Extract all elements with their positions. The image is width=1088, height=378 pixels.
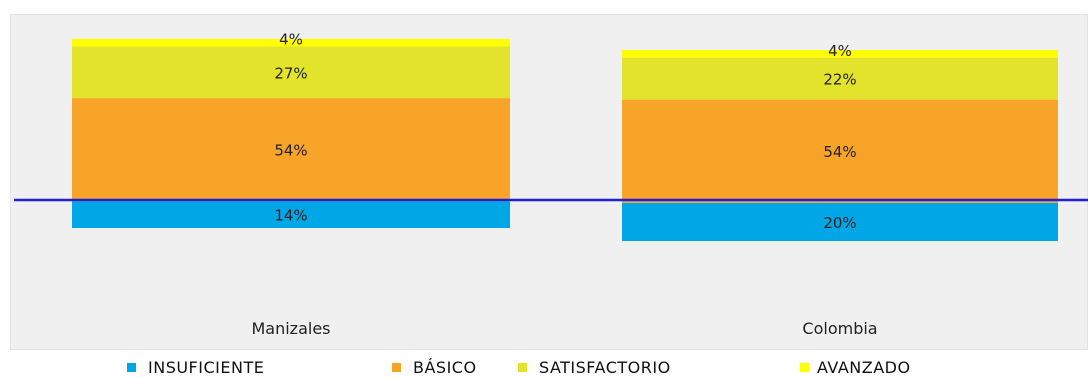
bar-manizales-avanzado — [72, 38, 510, 47]
legend-label-basico: BÁSICO — [413, 357, 477, 377]
data-label-manizales-insuficiente: 14% — [274, 207, 307, 225]
legend: INSUFICIENTE BÁSICO SATISFACTORIO AVANZA… — [0, 356, 1088, 378]
legend-swatch-insuficiente — [127, 362, 136, 372]
legend-item-avanzado: AVANZADO — [800, 356, 911, 378]
legend-item-insuficiente: INSUFICIENTE — [127, 356, 264, 378]
bar-manizales-basico — [72, 98, 510, 202]
data-label-colombia-insuficiente: 20% — [823, 214, 856, 232]
bar-colombia-satisfactorio — [622, 57, 1058, 100]
bar-manizales-satisfactorio — [72, 46, 510, 99]
data-label-colombia-basico: 54% — [823, 143, 856, 161]
legend-label-avanzado: AVANZADO — [817, 357, 911, 377]
data-label-manizales-basico: 54% — [274, 142, 307, 160]
data-label-colombia-satisfactorio: 22% — [823, 71, 856, 89]
data-label-manizales-satisfactorio: 27% — [274, 64, 307, 82]
data-label-manizales-avanzado: 4% — [279, 31, 303, 49]
bar-manizales-insuficiente — [72, 201, 510, 228]
legend-item-basico: BÁSICO — [392, 356, 477, 378]
bar-colombia-insuficiente — [622, 202, 1058, 241]
category-label-colombia: Colombia — [802, 319, 877, 338]
legend-swatch-basico — [392, 362, 401, 372]
legend-swatch-avanzado — [800, 362, 809, 372]
legend-item-satisfactorio: SATISFACTORIO — [518, 356, 671, 378]
legend-swatch-satisfactorio — [518, 362, 527, 372]
bar-colombia-avanzado — [622, 50, 1058, 58]
bar-colombia-basico — [622, 99, 1058, 203]
legend-label-insuficiente: INSUFICIENTE — [148, 357, 265, 377]
data-label-colombia-avanzado: 4% — [828, 42, 852, 60]
category-label-manizales: Manizales — [251, 319, 330, 338]
legend-label-satisfactorio: SATISFACTORIO — [539, 357, 671, 377]
